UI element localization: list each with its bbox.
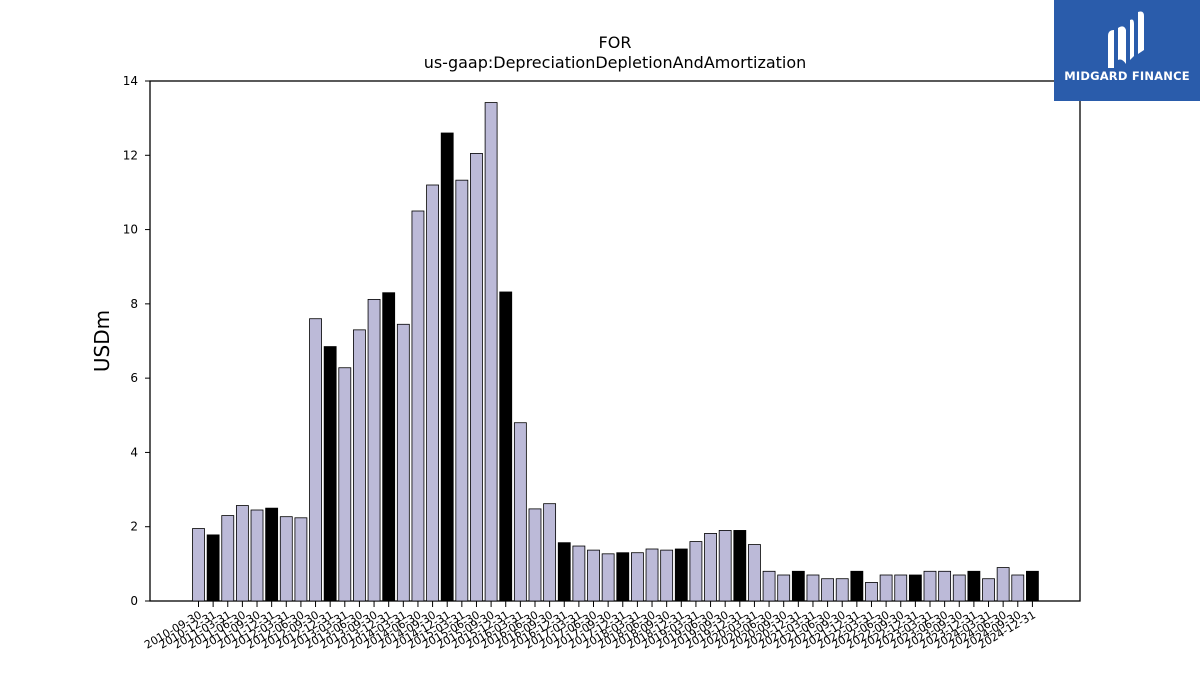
- bar: [353, 329, 366, 602]
- bar: [733, 530, 747, 602]
- brand-logo-text: MIDGARD FINANCE: [1064, 69, 1190, 83]
- bar: [426, 184, 439, 602]
- bar: [850, 570, 864, 602]
- y-axis-label: USDm: [90, 310, 114, 372]
- bar: [865, 582, 878, 602]
- bar: [309, 318, 322, 602]
- bar: [265, 507, 279, 602]
- bar: [894, 574, 908, 602]
- bar: [513, 422, 527, 602]
- y-tick-label: 10: [123, 223, 138, 237]
- bar: [835, 578, 849, 602]
- bar: [206, 534, 220, 602]
- bar: [923, 570, 937, 602]
- bar: [748, 544, 761, 602]
- bar: [777, 574, 791, 602]
- bar: [396, 323, 410, 602]
- bar: [908, 574, 922, 602]
- bar: [382, 292, 396, 602]
- bar: [689, 541, 703, 602]
- bar: [572, 545, 586, 602]
- bar: [660, 549, 674, 602]
- y-tick-label: 4: [130, 445, 138, 459]
- bar: [221, 515, 235, 602]
- bar: [952, 574, 966, 602]
- midgard-logo-icon: [1108, 11, 1144, 68]
- bar: [938, 570, 952, 602]
- bar: [235, 505, 249, 602]
- bar: [1026, 570, 1039, 602]
- bar: [631, 552, 644, 602]
- bar: [879, 574, 893, 602]
- y-tick-label: 12: [123, 148, 138, 162]
- bar: [674, 548, 688, 602]
- bar: [806, 574, 820, 602]
- bar: [996, 567, 1010, 602]
- bar: [982, 578, 995, 602]
- bar: [470, 153, 483, 602]
- bar: [791, 570, 805, 602]
- bar: [499, 291, 513, 602]
- y-tick-label: 2: [130, 520, 138, 534]
- bar: [192, 528, 205, 602]
- bar: [279, 516, 293, 602]
- bar: [543, 503, 557, 602]
- bar: [323, 346, 337, 602]
- bar: [411, 210, 425, 602]
- bar: [704, 533, 717, 602]
- bar: [528, 508, 542, 602]
- bar: [967, 570, 981, 602]
- bar: [821, 578, 834, 602]
- bar: [587, 549, 600, 602]
- bar: [440, 132, 454, 602]
- y-tick-label: 0: [130, 594, 138, 608]
- chart-title-line1: FOR: [599, 33, 632, 52]
- bar: [1011, 574, 1025, 602]
- bar: [484, 102, 498, 602]
- bar: [616, 552, 630, 602]
- chart-title-line2: us-gaap:DepreciationDepletionAndAmortiza…: [424, 53, 807, 72]
- y-tick-label: 8: [130, 297, 138, 311]
- plot-frame: [149, 80, 1081, 602]
- bar: [338, 367, 352, 602]
- bar: [367, 298, 381, 602]
- brand-logo: MIDGARD FINANCE: [1054, 0, 1200, 101]
- bar: [455, 179, 469, 602]
- bar: [557, 542, 571, 602]
- bar: [645, 548, 659, 602]
- bar: [718, 530, 732, 602]
- bar: [294, 517, 308, 602]
- y-tick-label: 14: [123, 74, 138, 88]
- y-tick-label: 6: [130, 371, 138, 385]
- bar: [601, 553, 615, 602]
- bar: [762, 570, 776, 602]
- bar: [250, 509, 264, 602]
- plot-area: 024681012142010-09-302010-12-312011-03-3…: [123, 74, 1081, 652]
